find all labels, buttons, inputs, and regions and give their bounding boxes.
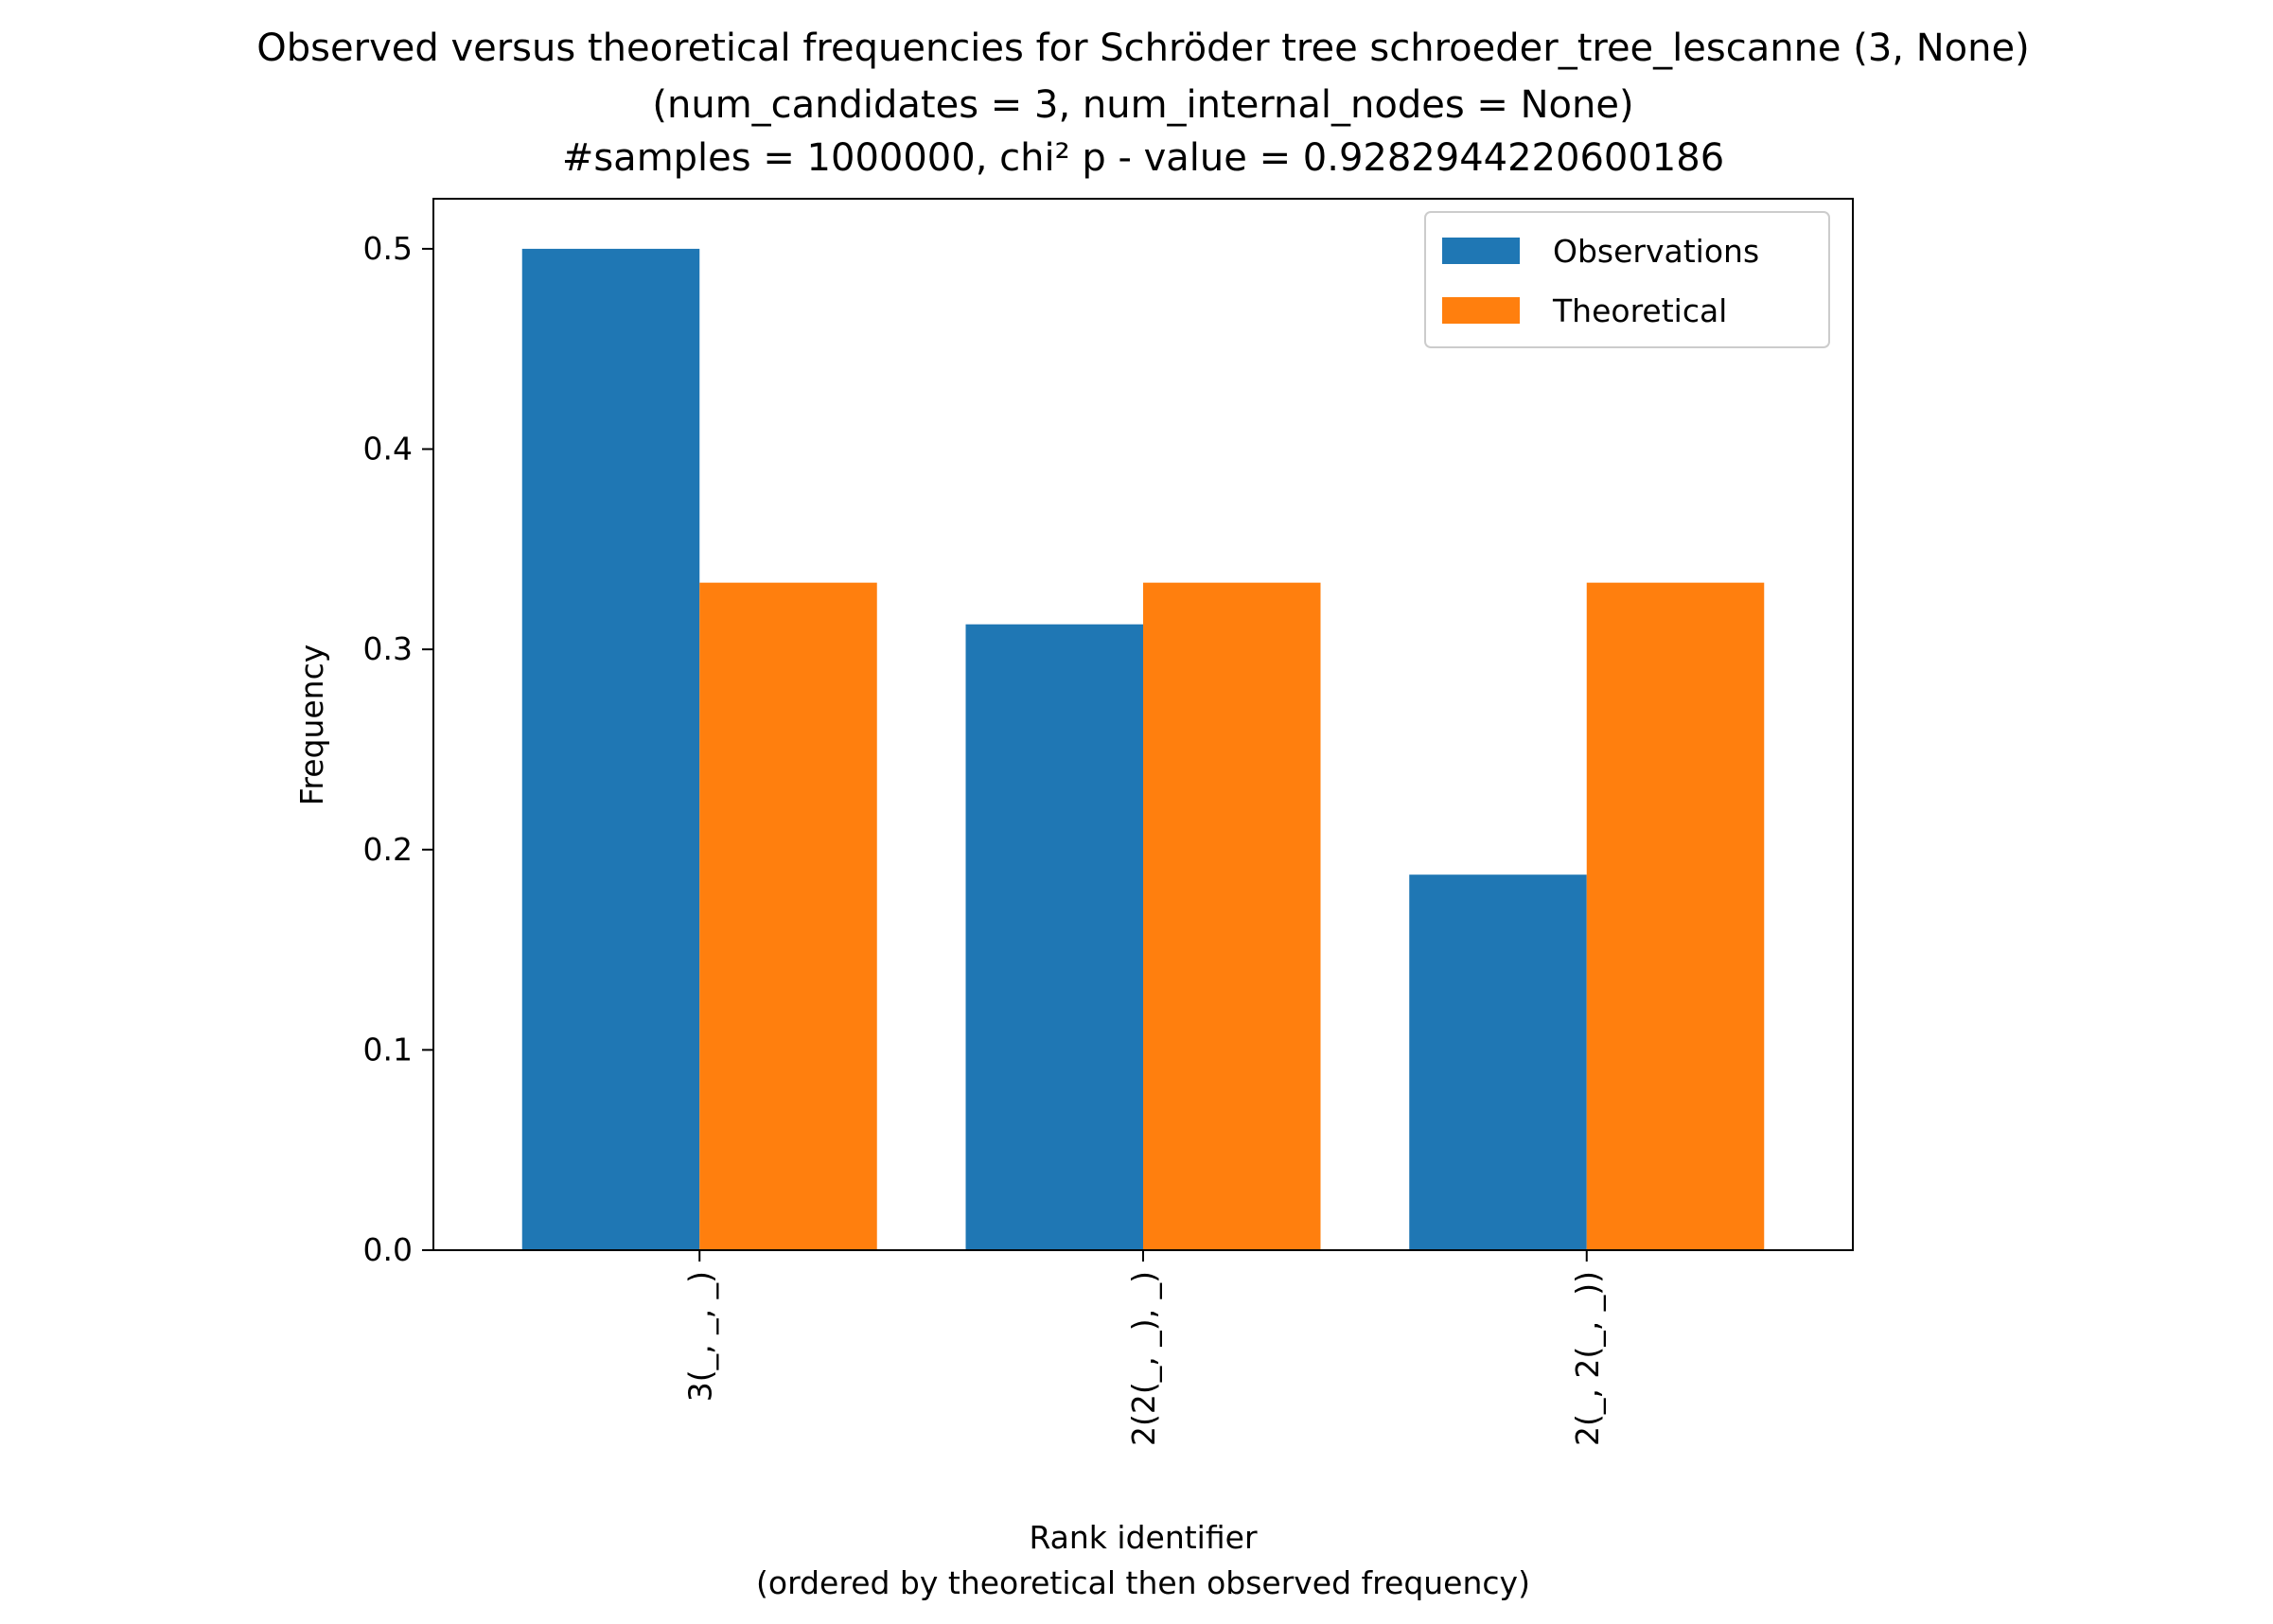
bar-observations-3 <box>1409 874 1587 1250</box>
y-tick-label: 0.5 <box>363 230 413 267</box>
legend-label-theoretical: Theoretical <box>1552 292 1727 329</box>
y-tick-label: 0.3 <box>363 630 413 667</box>
legend-box <box>1424 211 1830 348</box>
y-axis-ticks: 0.0 0.1 0.2 0.3 0.4 0.5 <box>363 230 433 1268</box>
x-tick-label: 3(_, _, _) <box>681 1271 718 1402</box>
legend-swatch-theoretical <box>1442 297 1520 324</box>
y-tick-label: 0.4 <box>363 431 413 468</box>
legend-swatch-observations <box>1442 238 1520 264</box>
x-tick-label: 2(2(_, _), _) <box>1125 1271 1162 1446</box>
chart-title-line: Observed versus theoretical frequencies … <box>256 26 2029 70</box>
y-tick-label: 0.2 <box>363 831 413 868</box>
bar-theoretical-1 <box>699 582 877 1250</box>
y-tick-label: 0.1 <box>363 1031 413 1068</box>
bar-observations-1 <box>521 248 700 1250</box>
bars-group <box>521 248 1765 1250</box>
chart-stats-line: #samples = 1000000, chi² p - value = 0.9… <box>562 136 1724 180</box>
x-axis-sublabel: (ordered by theoretical then observed fr… <box>756 1564 1530 1601</box>
bar-theoretical-3 <box>1586 582 1765 1250</box>
legend-label-observations: Observations <box>1553 233 1759 270</box>
bar-observations-2 <box>965 624 1143 1250</box>
x-axis-ticks: 3(_, _, _) 2(2(_, _), _) 2(_, 2(_, _)) <box>681 1250 1606 1446</box>
bar-theoretical-2 <box>1143 582 1321 1250</box>
y-tick-label: 0.0 <box>363 1231 413 1268</box>
legend: Observations Theoretical <box>1424 211 1830 348</box>
x-axis-label: Rank identifier <box>1029 1519 1257 1556</box>
chart-subtitle-line: (num_candidates = 3, num_internal_nodes … <box>652 83 1633 127</box>
plot-frame <box>432 198 1854 1251</box>
chart-title: Observed versus theoretical frequencies … <box>256 26 2029 180</box>
y-axis-label: Frequency <box>293 644 330 805</box>
x-tick-label: 2(_, 2(_, _)) <box>1569 1271 1606 1446</box>
